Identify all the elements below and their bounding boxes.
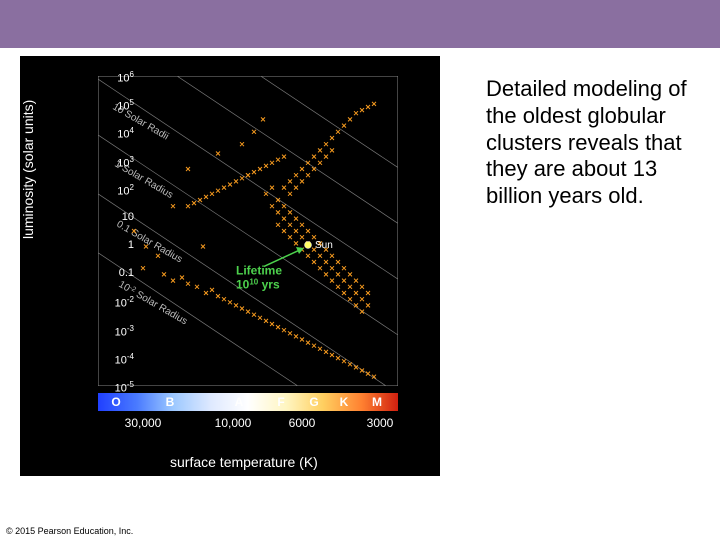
hr-diagram: 10 Solar Radii1 Solar Radius0.1 Solar Ra… [20,56,440,476]
y-tick: 10-5 [98,380,134,395]
spectral-class: B [166,395,175,409]
y-tick: 104 [98,126,134,141]
y-tick: 102 [98,183,134,198]
x-tick: 3000 [367,416,394,430]
spectral-band: OBAFGKM [98,393,398,411]
caption-text: Detailed modeling of the oldest globular… [486,76,696,210]
x-tick: 30,000 [125,416,162,430]
x-tick: 6000 [289,416,316,430]
y-axis-label: luminosity (solar units) [20,100,36,239]
spectral-class: F [277,395,284,409]
y-tick: 106 [98,70,134,85]
plot-svg: 10 Solar Radii1 Solar Radius0.1 Solar Ra… [98,76,398,386]
copyright-text: © 2015 Pearson Education, Inc. [6,526,133,536]
y-tick: 0.1 [98,267,134,279]
y-tick: 10-3 [98,324,134,339]
svg-text:1010 yrs: 1010 yrs [236,277,280,292]
y-tick: 105 [98,98,134,113]
spectral-class: G [309,395,318,409]
spectral-class: A [235,395,244,409]
y-tick: 103 [98,155,134,170]
y-tick: 10-2 [98,295,134,310]
y-tick: 1 [98,239,134,251]
y-tick: 10 [98,211,134,223]
x-tick: 10,000 [215,416,252,430]
svg-text:Lifetime: Lifetime [236,263,282,277]
spectral-class: M [372,395,382,409]
spectral-class: K [340,395,349,409]
title-band [0,0,720,48]
x-axis-label: surface temperature (K) [170,454,318,470]
svg-text:Sun: Sun [315,240,333,251]
spectral-class: O [111,395,120,409]
y-tick: 10-4 [98,352,134,367]
